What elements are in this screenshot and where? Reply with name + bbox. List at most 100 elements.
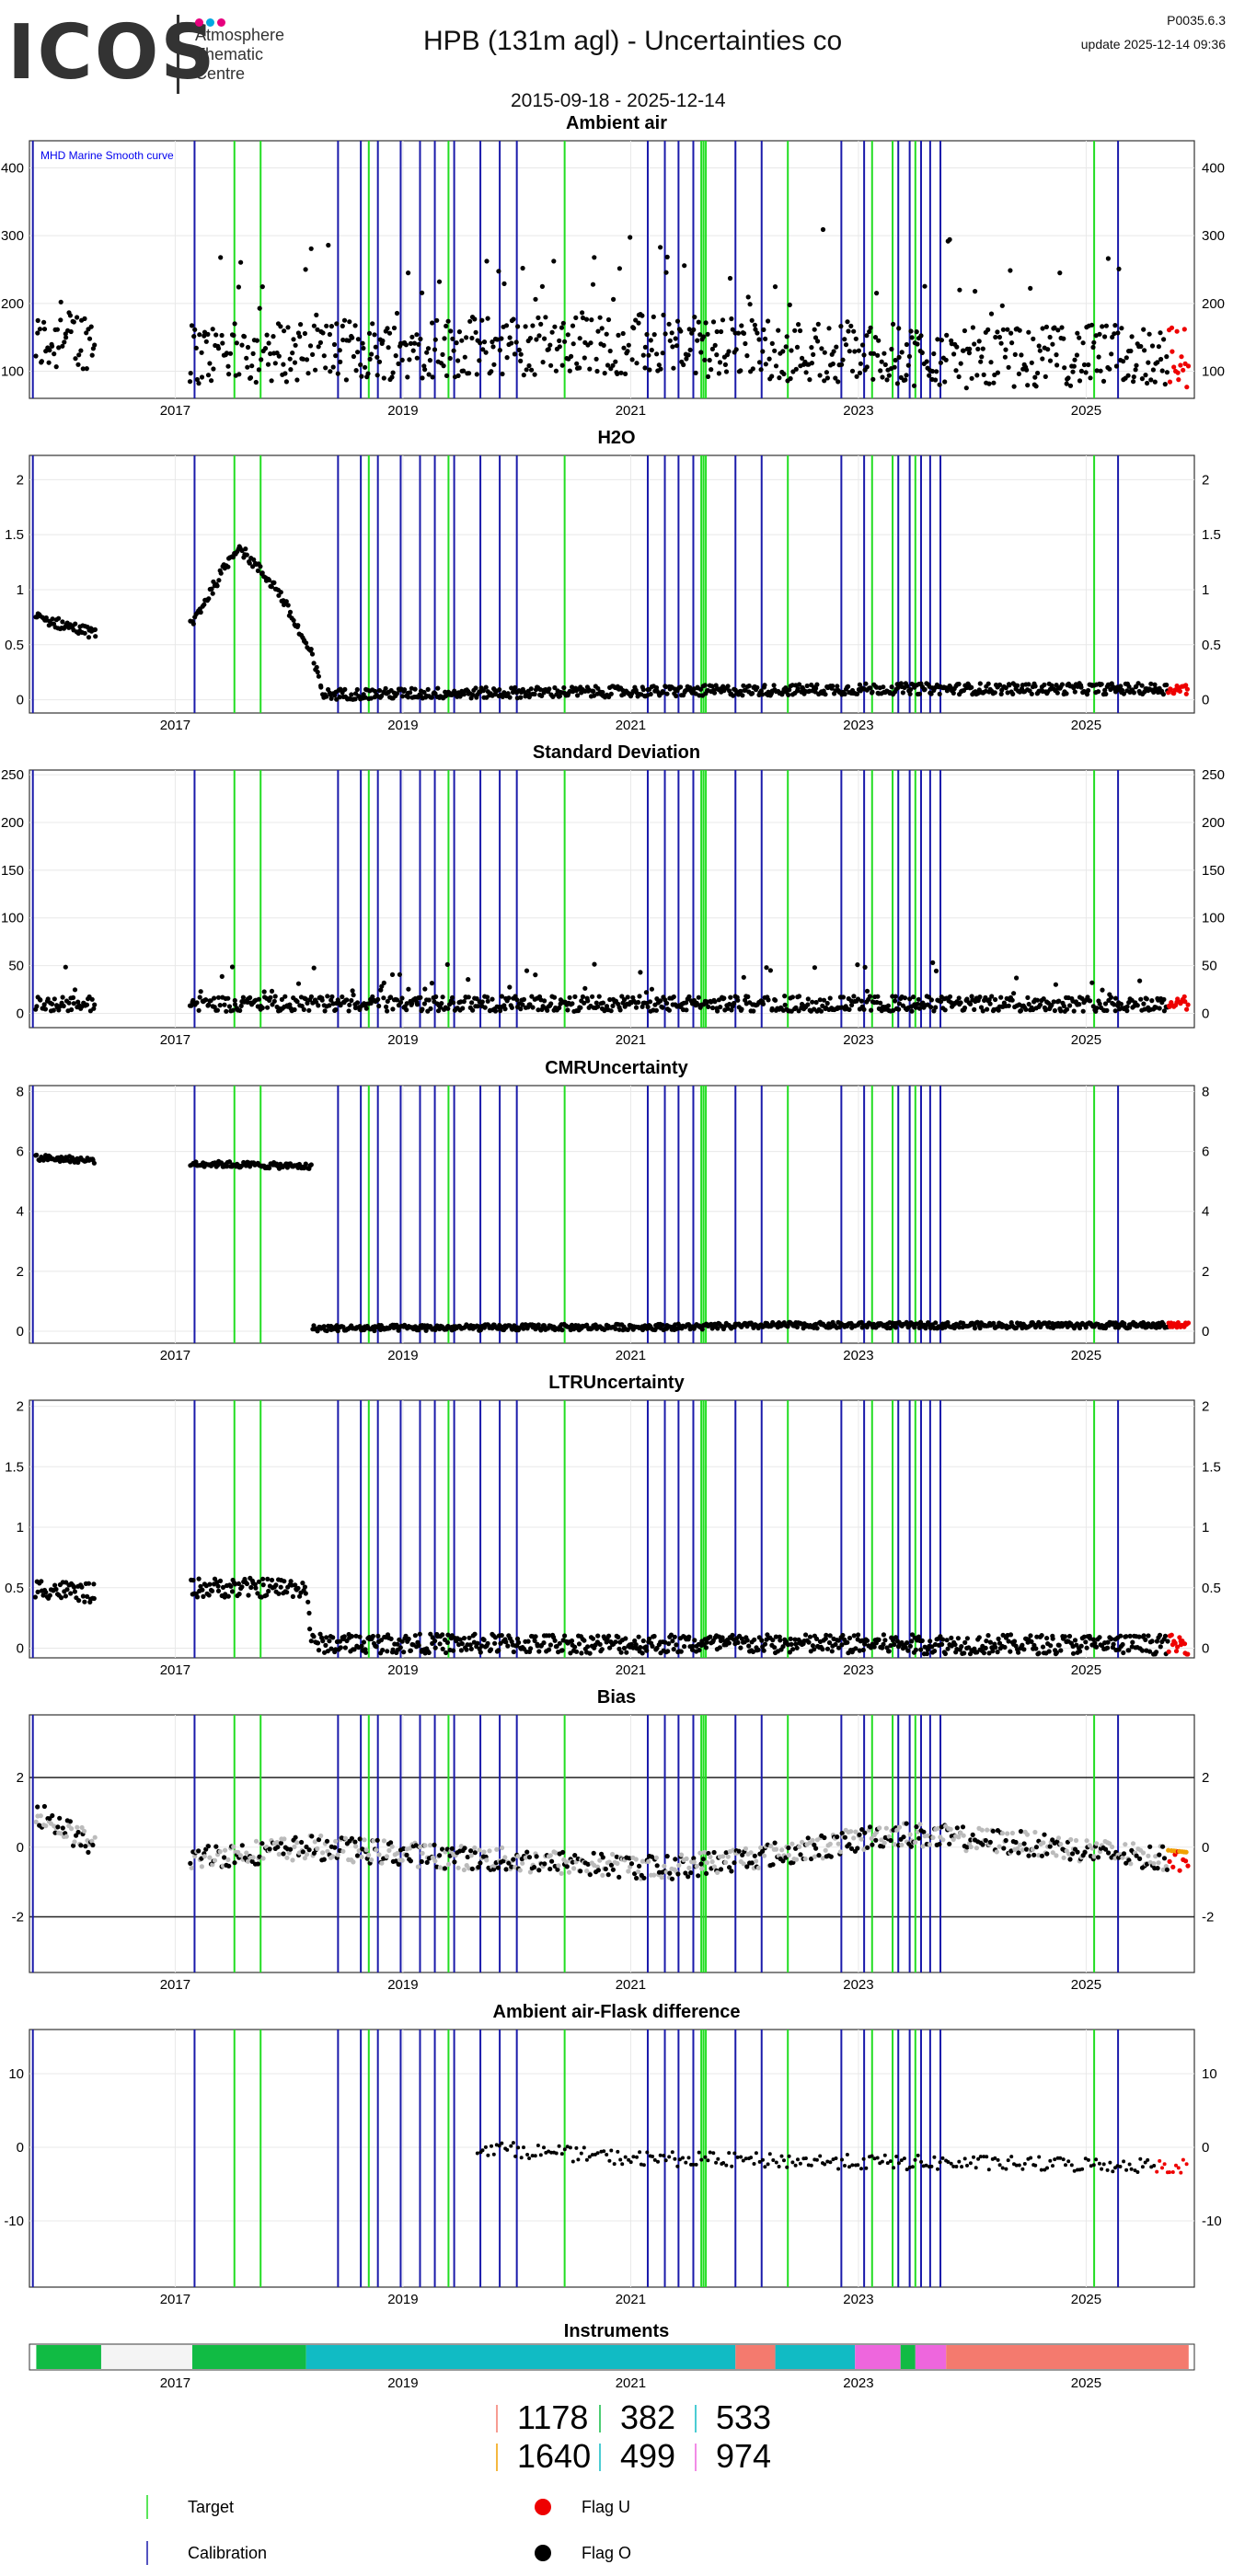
data-point xyxy=(338,359,343,364)
data-point xyxy=(809,361,815,366)
data-point xyxy=(404,1007,409,1013)
data-point xyxy=(1164,354,1170,360)
data-point xyxy=(1161,337,1167,342)
data-point xyxy=(668,1632,674,1638)
data-point xyxy=(698,1861,704,1867)
data-point xyxy=(1162,1633,1169,1639)
data-point xyxy=(468,1848,474,1854)
data-point xyxy=(399,694,406,699)
data-point xyxy=(483,684,489,690)
data-point xyxy=(257,1854,262,1859)
data-point xyxy=(509,1005,515,1010)
y-tick-label: 0 xyxy=(17,1324,24,1340)
data-point xyxy=(973,289,978,294)
data-point xyxy=(795,686,801,692)
data-point xyxy=(640,1858,646,1864)
data-point xyxy=(545,1007,550,1013)
data-point xyxy=(328,696,334,701)
data-point xyxy=(1175,370,1181,375)
data-point xyxy=(226,1863,232,1869)
y-tick-label: 4 xyxy=(17,1204,24,1220)
data-point xyxy=(638,970,643,975)
data-point xyxy=(716,371,722,376)
data-point xyxy=(945,1319,951,1326)
data-point xyxy=(291,617,296,623)
data-point xyxy=(438,1005,444,1010)
data-point xyxy=(1067,383,1074,388)
data-point xyxy=(640,352,646,358)
data-point xyxy=(239,1584,245,1590)
data-point xyxy=(565,1007,570,1013)
data-point xyxy=(64,1587,70,1593)
data-point xyxy=(56,345,62,351)
data-point xyxy=(633,1857,639,1862)
y-tick-label-right: 4 xyxy=(1202,1204,1209,1220)
data-point xyxy=(340,323,345,328)
data-point xyxy=(613,359,618,364)
data-point xyxy=(1003,347,1008,352)
y-tick-label: 50 xyxy=(8,959,24,974)
data-point xyxy=(230,1007,236,1013)
data-point xyxy=(751,1008,756,1014)
data-point xyxy=(52,1830,58,1835)
data-point xyxy=(451,348,456,353)
y-tick-label: 150 xyxy=(1,863,24,879)
data-point xyxy=(886,373,892,378)
data-point xyxy=(395,1850,400,1856)
data-point xyxy=(958,361,963,366)
data-point xyxy=(317,339,323,345)
data-point xyxy=(1046,1649,1052,1654)
data-point xyxy=(314,664,319,670)
data-point xyxy=(304,1844,309,1850)
data-point xyxy=(1182,999,1188,1005)
data-point xyxy=(259,357,264,362)
data-point xyxy=(861,1006,867,1012)
data-point xyxy=(613,1639,618,1645)
data-point xyxy=(376,359,383,364)
data-point xyxy=(730,1632,735,1638)
data-point xyxy=(373,344,378,350)
data-point xyxy=(1008,1632,1014,1638)
data-point xyxy=(290,1593,295,1599)
data-point xyxy=(611,296,616,302)
data-point xyxy=(325,994,330,999)
data-point xyxy=(399,357,405,362)
data-point xyxy=(735,330,742,336)
data-point xyxy=(426,1650,432,1655)
data-point xyxy=(527,1869,534,1875)
data-point xyxy=(1175,1644,1181,1650)
data-point xyxy=(811,351,816,357)
data-point xyxy=(853,1646,858,1651)
data-point xyxy=(321,353,327,359)
data-point xyxy=(304,640,309,646)
data-point xyxy=(817,373,823,378)
data-point xyxy=(915,341,920,347)
y-tick-label: 8 xyxy=(17,1085,24,1100)
data-point xyxy=(918,333,924,339)
data-point xyxy=(905,1640,910,1646)
x-tick-label: 2017 xyxy=(160,1032,190,1048)
data-point xyxy=(967,346,973,351)
data-point xyxy=(315,1328,320,1334)
data-point xyxy=(686,1634,692,1639)
data-point xyxy=(481,1637,487,1643)
data-point xyxy=(733,347,739,352)
data-point xyxy=(587,1650,593,1656)
data-point xyxy=(271,998,277,1004)
data-point xyxy=(824,370,830,375)
data-point xyxy=(707,357,712,363)
data-point xyxy=(1008,268,1013,273)
data-point xyxy=(985,1633,991,1639)
data-point xyxy=(1050,1636,1055,1641)
data-point xyxy=(756,360,763,365)
data-point xyxy=(302,330,307,337)
data-point xyxy=(928,1639,933,1644)
y-tick-label: 0 xyxy=(17,1640,24,1656)
data-point xyxy=(708,1634,713,1639)
data-point xyxy=(704,1860,710,1866)
data-point xyxy=(346,338,351,343)
data-point xyxy=(951,351,957,357)
data-point xyxy=(1086,362,1091,368)
data-point xyxy=(773,997,778,1003)
data-point xyxy=(647,367,652,373)
